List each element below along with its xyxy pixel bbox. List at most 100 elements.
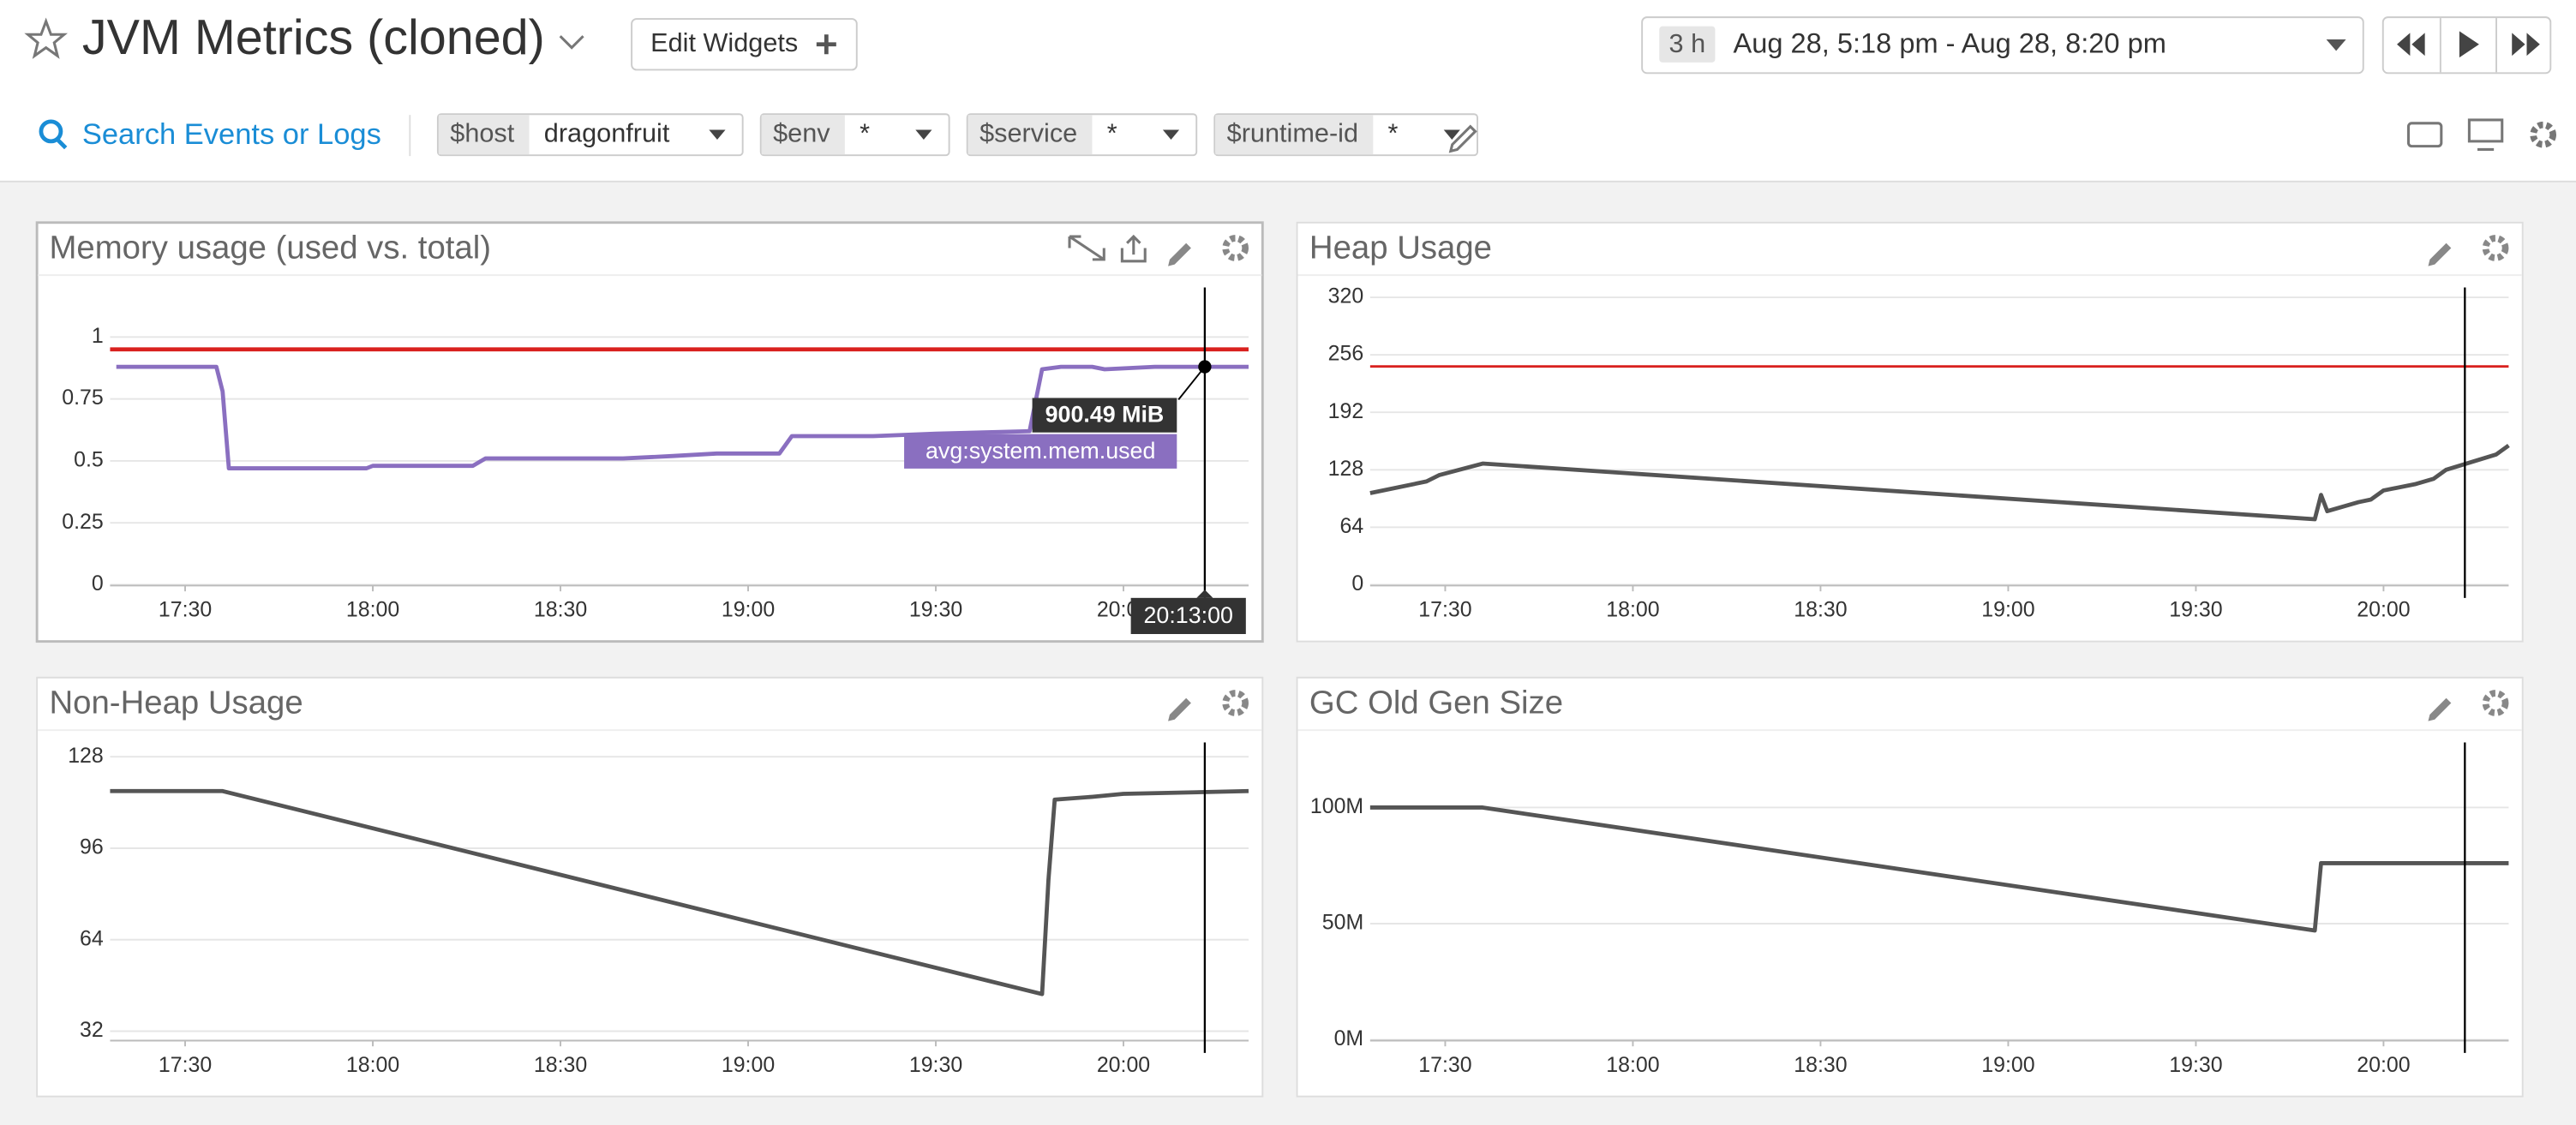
y-tick-label: 96 [80, 835, 104, 859]
widget: Memory usage (used vs. total) 0 0.25 0.5 0.7… [35, 221, 1264, 643]
duration-label: 3 h [1669, 29, 1706, 58]
edit-variables-icon[interactable] [1448, 124, 1477, 153]
x-tick-label: 18:30 [534, 1053, 587, 1077]
x-tick-label: 19:30 [909, 598, 962, 622]
widget-title: GC Old Gen Size [1309, 685, 1563, 721]
search-icon [39, 119, 63, 144]
variable-name-bg [1215, 115, 1374, 155]
tooltip-time: 20:13:00 [1144, 602, 1233, 628]
template-variable[interactable]: $env * [759, 113, 950, 157]
tv-icon[interactable] [2467, 118, 2504, 143]
variable-value: * [860, 118, 870, 147]
y-tick-label: 320 [1328, 284, 1364, 308]
variable-name-bg [967, 115, 1093, 155]
rewind-button[interactable] [2397, 33, 2425, 57]
x-tick-label: 19:00 [722, 1053, 775, 1077]
x-tick-label: 19:30 [909, 1053, 962, 1077]
template-variable[interactable]: $runtime-id * [1213, 113, 1478, 157]
hover-point [1198, 360, 1212, 374]
x-tick-label: 19:00 [722, 598, 775, 622]
series-line [1369, 443, 2510, 522]
dashboard-title: JVM Metrics (cloned) [82, 10, 545, 65]
series-line [1369, 805, 2509, 933]
widget-frame [1296, 221, 2524, 643]
series-line [110, 788, 1249, 996]
template-variable[interactable]: $service * [966, 113, 1198, 157]
title-chevron[interactable] [559, 35, 584, 50]
plus-icon [816, 34, 836, 55]
tooltip-time-bg [1130, 597, 1246, 635]
tooltip-leader [1177, 366, 1206, 400]
y-tick-label: 192 [1328, 399, 1364, 423]
x-tick-label: 17:30 [159, 598, 212, 622]
keyboard-icon[interactable] [2406, 122, 2443, 148]
edit-icon[interactable] [1168, 697, 1191, 721]
edit-widgets-button[interactable] [631, 18, 858, 71]
x-tick-label: 19:00 [1981, 1053, 2034, 1077]
settings-icon[interactable] [2482, 235, 2509, 261]
duration-badge [1659, 26, 1716, 63]
time-range-label: Aug 28, 5:18 pm - Aug 28, 8:20 pm [1734, 27, 2166, 58]
x-tick-label: 18:00 [1606, 598, 1659, 622]
y-tick-label: 128 [1328, 457, 1364, 481]
x-tick-label: 18:00 [346, 598, 399, 622]
expand-icon[interactable] [1068, 235, 1105, 261]
tooltip-series: avg:system.mem.used [926, 438, 1155, 464]
y-tick-label: 0.25 [62, 510, 103, 534]
share-icon[interactable] [1120, 234, 1147, 263]
play-button[interactable] [2459, 31, 2479, 58]
star-icon[interactable] [24, 17, 69, 59]
variable-name: $env [773, 118, 830, 147]
x-tick-label: 20:00 [1097, 1053, 1150, 1077]
y-tick-label: 0.75 [62, 386, 103, 410]
y-tick-label: 128 [68, 744, 104, 768]
edit-icon[interactable] [2428, 242, 2452, 266]
forward-button[interactable] [2512, 33, 2540, 57]
y-tick-label: 50M [1322, 911, 1363, 935]
edit-icon[interactable] [1168, 242, 1191, 266]
x-tick-label: 19:30 [2169, 1053, 2222, 1077]
variable-caret [1162, 129, 1180, 140]
x-tick-label: 17:30 [159, 1053, 212, 1077]
y-tick-label: 32 [80, 1018, 104, 1042]
x-tick-label: 17:30 [1418, 598, 1471, 622]
variable-name: $runtime-id [1227, 118, 1358, 147]
x-tick-label: 18:00 [346, 1053, 399, 1077]
widget-frame [36, 676, 1264, 1098]
variable-value: dragonfruit [544, 118, 670, 147]
y-tick-label: 0 [1351, 571, 1363, 595]
tooltip-series-bg [904, 434, 1177, 469]
y-tick-label: 256 [1328, 342, 1364, 366]
edit-icon[interactable] [2428, 697, 2452, 721]
x-tick-label: 18:30 [1794, 598, 1847, 622]
x-tick-label: 19:00 [1981, 598, 2034, 622]
variable-name-bg [438, 115, 530, 155]
variable-name: $service [979, 118, 1077, 147]
time-picker[interactable] [1641, 16, 2364, 75]
x-tick-label: 19:30 [2169, 598, 2222, 622]
y-tick-label: 0M [1334, 1026, 1364, 1050]
y-tick-label: 1 [92, 324, 104, 348]
widget: Heap Usage 0 64 128 192 256 320 17:30 18:00 18:30… [1296, 221, 2524, 643]
x-tick-label: 18:30 [534, 598, 587, 622]
settings-icon[interactable] [2482, 690, 2509, 716]
variable-caret [709, 129, 726, 140]
settings-icon[interactable] [1222, 690, 1249, 716]
widget-title: Non-Heap Usage [50, 685, 303, 721]
settings-icon[interactable] [1222, 235, 1249, 261]
tooltip-value: 900.49 MiB [1045, 402, 1165, 428]
variable-value: * [1107, 118, 1117, 147]
y-tick-label: 0.5 [74, 447, 104, 471]
search-link[interactable]: Search Events or Logs [82, 118, 381, 151]
x-tick-label: 20:00 [2357, 1053, 2410, 1077]
widget: Non-Heap Usage 32 64 96 128 17:30 18:00 18:30 19… [36, 676, 1264, 1098]
widget-title: Heap Usage [1309, 230, 1492, 266]
variable-name-bg [761, 115, 845, 155]
template-variable[interactable]: $host dragonfruit [436, 113, 744, 157]
settings-icon[interactable] [2530, 121, 2557, 148]
tooltip-time-arrow [1196, 589, 1213, 598]
x-tick-label: 20:00 [2357, 598, 2410, 622]
widget-frame [1296, 676, 2524, 1098]
